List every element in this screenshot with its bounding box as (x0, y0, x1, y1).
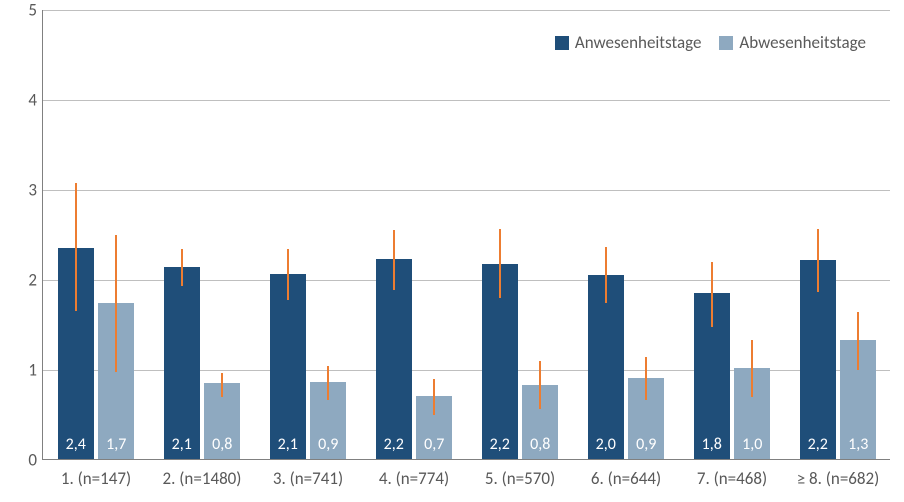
x-tick-label: 1. (n=147) (61, 468, 131, 489)
error-bar (539, 361, 541, 409)
y-tick-label: 0 (7, 450, 37, 471)
legend: Anwesenheitstage Abwesenheitstage (555, 32, 866, 53)
error-bar (327, 366, 329, 400)
gridline (43, 10, 890, 11)
y-tick-label: 1 (7, 360, 37, 381)
error-bar (287, 249, 289, 299)
y-tick-label: 3 (7, 180, 37, 201)
bar-value-label: 0,9 (318, 435, 338, 454)
legend-label: Abwesenheitstage (739, 32, 866, 53)
x-tick-label: 5. (n=570) (485, 468, 555, 489)
x-tick-label: 3. (n=741) (273, 468, 343, 489)
error-bar (605, 247, 607, 304)
x-tick-label: 6. (n=644) (591, 468, 661, 489)
error-bar (221, 373, 223, 397)
x-tick-label: 4. (n=774) (379, 468, 449, 489)
bar-value-label: 0,8 (212, 435, 232, 454)
bar-value-label: 1,8 (702, 435, 722, 454)
legend-item: Anwesenheitstage (555, 32, 702, 53)
error-bar (75, 183, 77, 312)
bar-anw (164, 267, 200, 459)
y-tick-label: 2 (7, 270, 37, 291)
error-bar (751, 340, 753, 397)
legend-label: Anwesenheitstage (575, 32, 702, 53)
gridline (43, 100, 890, 101)
bar-value-label: 1,7 (106, 435, 126, 454)
bar-value-label: 0,9 (636, 435, 656, 454)
x-tick-label: ≥ 8. (n=682) (797, 468, 880, 489)
error-bar (393, 230, 395, 290)
bar-value-label: 1,0 (742, 435, 762, 454)
bar-value-label: 2,1 (172, 435, 192, 454)
bar-value-label: 2,2 (808, 435, 828, 454)
error-bar (115, 235, 117, 372)
bar-value-label: 2,0 (596, 435, 616, 454)
bar-value-label: 2,2 (384, 435, 404, 454)
y-tick-label: 5 (7, 0, 37, 21)
error-bar (499, 229, 501, 298)
bar-value-label: 0,8 (530, 435, 550, 454)
x-tick-label: 7. (n=468) (697, 468, 767, 489)
y-tick-label: 4 (7, 90, 37, 111)
error-bar (817, 229, 819, 292)
chart-container: 0 1 2 3 4 5 2,4 1,7 1. (n=147) 2,1 0,8 2. (n=1480) 2… (0, 0, 904, 502)
bar-value-label: 1,3 (848, 435, 868, 454)
x-tick-label: 2. (n=1480) (163, 468, 242, 489)
bar-value-label: 2,4 (66, 435, 86, 454)
legend-item: Abwesenheitstage (719, 32, 866, 53)
legend-swatch (719, 36, 733, 50)
error-bar (857, 312, 859, 370)
gridline (43, 190, 890, 191)
bar-value-label: 2,1 (278, 435, 298, 454)
error-bar (181, 249, 183, 286)
bar-anw (270, 274, 306, 459)
error-bar (645, 357, 647, 400)
plot-area: 0123452,41,71. (n=147)2,10,82. (n=1480)2… (42, 10, 890, 460)
error-bar (433, 379, 435, 415)
bar-value-label: 0,7 (424, 435, 444, 454)
bar-value-label: 2,2 (490, 435, 510, 454)
legend-swatch (555, 36, 569, 50)
error-bar (711, 262, 713, 327)
